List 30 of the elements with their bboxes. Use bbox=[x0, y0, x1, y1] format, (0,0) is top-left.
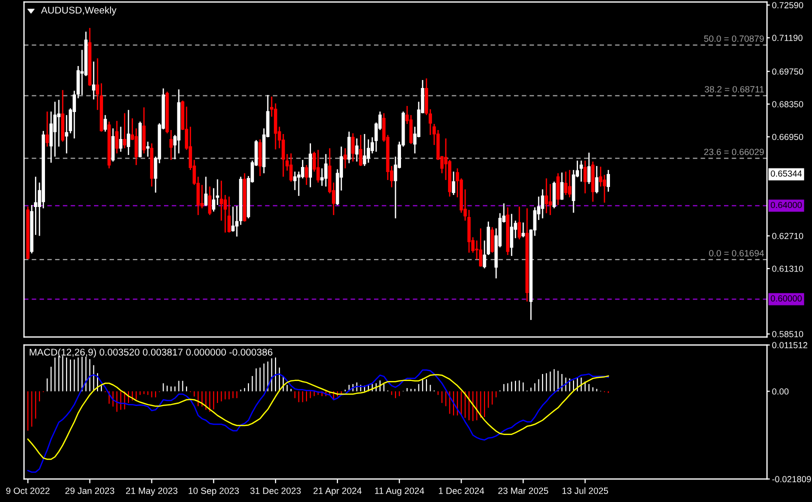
annotation: 38.2 = 0.68711 bbox=[704, 86, 764, 92]
x-tick-label: 13 Jul 2025 bbox=[562, 487, 608, 494]
x-tick-label: 29 Jan 2023 bbox=[65, 488, 114, 494]
y-tick-label: 0.69750 bbox=[772, 68, 804, 75]
annotation: 0.65344 bbox=[770, 170, 802, 177]
x-tick-label: 9 Oct 2022 bbox=[6, 488, 50, 494]
x-tick-label: 21 May 2023 bbox=[126, 488, 178, 496]
chart-title: AUDUSD,Weekly bbox=[41, 6, 116, 16]
x-tick-label: 31 Dec 2023 bbox=[250, 488, 301, 494]
chart-title: MACD(12,26,9) 0.003520 0.003817 0.000000 -0.000386 bbox=[30, 348, 272, 358]
annotation: 23.6 = 0.66029 bbox=[704, 148, 764, 156]
y-tick-label: 0.66950 bbox=[772, 134, 804, 140]
ref-line-label: 0.64000 bbox=[770, 202, 802, 208]
y-tick-label: 0.00 bbox=[772, 388, 789, 395]
y-tick-label: 0.61310 bbox=[772, 266, 804, 272]
y-tick-label: 0.68350 bbox=[772, 101, 804, 108]
x-tick-label: 21 Apr 2024 bbox=[314, 488, 362, 496]
y-tick-label: 0.71190 bbox=[772, 34, 803, 41]
x-tick-label: 1 Dec 2024 bbox=[438, 488, 484, 494]
annotation: 0.0 = 0.61694 bbox=[709, 250, 764, 256]
y-tick-label: 0.72590 bbox=[772, 2, 804, 8]
x-tick-label: 11 Aug 2024 bbox=[375, 488, 424, 496]
y-tick-label: 0.58510 bbox=[772, 331, 804, 338]
y-tick-label: 0.011512 bbox=[772, 342, 808, 348]
y-tick-label: -0.021809 bbox=[772, 476, 811, 482]
ref-line-label: 0.60000 bbox=[770, 295, 802, 302]
y-tick-label: 0.62710 bbox=[772, 232, 804, 240]
annotation: 50.0 = 0.70879 bbox=[704, 35, 764, 42]
x-tick-label: 23 Mar 2025 bbox=[498, 488, 548, 494]
x-tick-label: 10 Sep 2023 bbox=[188, 488, 239, 496]
